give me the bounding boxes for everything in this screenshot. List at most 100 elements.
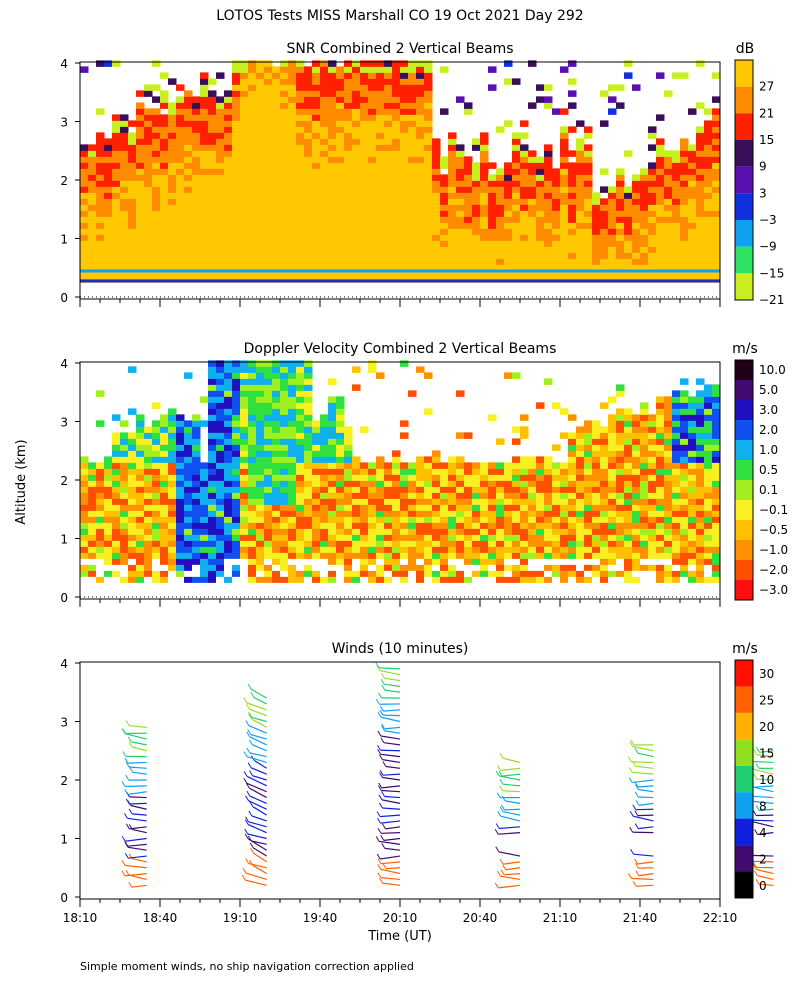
altitude-axis-label: Altitude (km) bbox=[14, 439, 29, 524]
doppler-cell bbox=[456, 522, 465, 529]
snr-cell bbox=[488, 174, 497, 181]
doppler-cell bbox=[296, 516, 305, 523]
doppler-cell bbox=[272, 414, 281, 421]
snr-cell bbox=[352, 90, 361, 97]
doppler-cell bbox=[384, 498, 393, 505]
snr-cell bbox=[248, 78, 257, 85]
snr-cell bbox=[352, 60, 361, 67]
snr-cell bbox=[280, 222, 289, 229]
doppler-cell bbox=[696, 486, 705, 493]
doppler-cell bbox=[448, 516, 457, 523]
doppler-cell bbox=[320, 420, 329, 427]
doppler-cell bbox=[344, 570, 353, 577]
snr-cell bbox=[448, 216, 457, 223]
snr-cell bbox=[408, 114, 417, 121]
doppler-cell bbox=[312, 558, 321, 565]
doppler-cell bbox=[312, 510, 321, 517]
doppler-cell bbox=[408, 480, 417, 487]
doppler-cell bbox=[200, 510, 209, 517]
doppler-cell bbox=[248, 576, 257, 583]
doppler-cell bbox=[552, 552, 561, 559]
doppler-cell bbox=[176, 546, 185, 553]
doppler-cell bbox=[376, 564, 385, 571]
doppler-cell bbox=[608, 510, 617, 517]
doppler-cell bbox=[608, 420, 617, 427]
doppler-cell bbox=[624, 468, 633, 475]
snr-cell bbox=[584, 168, 593, 175]
snr-cell bbox=[280, 234, 289, 241]
doppler-cell bbox=[560, 552, 569, 559]
snr-cell bbox=[696, 174, 705, 181]
snr-cell bbox=[240, 270, 249, 277]
snr-cell bbox=[520, 168, 529, 175]
doppler-cell bbox=[144, 474, 153, 481]
snr-cell bbox=[344, 156, 353, 163]
snr-cell bbox=[512, 228, 521, 235]
wind-barb bbox=[379, 670, 401, 676]
snr-cell bbox=[384, 162, 393, 169]
wind-barb bbox=[131, 741, 147, 746]
snr-cell bbox=[312, 186, 321, 193]
doppler-cell bbox=[680, 396, 689, 403]
snr-cell bbox=[408, 120, 417, 127]
doppler-cell bbox=[280, 420, 289, 427]
doppler-cell bbox=[272, 528, 281, 535]
snr-cell bbox=[320, 144, 329, 151]
snr-cell bbox=[176, 132, 185, 139]
doppler-cell bbox=[416, 540, 425, 547]
doppler-cell bbox=[552, 576, 561, 583]
snr-cell bbox=[160, 216, 169, 223]
doppler-cell bbox=[368, 546, 377, 553]
snr-cell bbox=[320, 210, 329, 217]
doppler-cell bbox=[208, 378, 217, 385]
snr-cell bbox=[184, 96, 193, 103]
snr-cell bbox=[144, 90, 153, 97]
doppler-panel: Doppler Velocity Combined 2 Vertical Bea… bbox=[60, 341, 788, 607]
snr-cell bbox=[312, 114, 321, 121]
doppler-cell bbox=[456, 534, 465, 541]
snr-cell bbox=[368, 258, 377, 265]
colorbar-swatch bbox=[735, 520, 753, 540]
snr-cell bbox=[88, 180, 97, 187]
snr-cell bbox=[616, 180, 625, 187]
snr-cell bbox=[176, 126, 185, 133]
snr-cell bbox=[432, 204, 441, 211]
doppler-cell bbox=[632, 510, 641, 517]
doppler-cell bbox=[632, 444, 641, 451]
colorbar-swatch bbox=[735, 560, 753, 580]
doppler-cell bbox=[280, 408, 289, 415]
doppler-cell bbox=[672, 486, 681, 493]
doppler-cell bbox=[592, 558, 601, 565]
snr-cell bbox=[408, 246, 417, 253]
doppler-cell bbox=[192, 516, 201, 523]
snr-cell bbox=[464, 210, 473, 217]
snr-cell bbox=[440, 66, 449, 73]
doppler-cell bbox=[144, 510, 153, 517]
doppler-cell bbox=[112, 444, 121, 451]
doppler-cell bbox=[616, 408, 625, 415]
doppler-cell bbox=[288, 480, 297, 487]
doppler-cell bbox=[200, 570, 209, 577]
snr-cell bbox=[96, 186, 105, 193]
doppler-cell bbox=[640, 414, 649, 421]
snr-cell bbox=[248, 228, 257, 235]
wind-barb-feather bbox=[502, 864, 507, 870]
doppler-cell bbox=[312, 450, 321, 457]
snr-cell bbox=[304, 90, 313, 97]
snr-cell bbox=[264, 90, 273, 97]
snr-cell bbox=[160, 156, 169, 163]
snr-cell bbox=[288, 120, 297, 127]
doppler-cell bbox=[584, 516, 593, 523]
snr-cell bbox=[312, 132, 321, 139]
snr-cell bbox=[344, 216, 353, 223]
doppler-cell bbox=[664, 438, 673, 445]
snr-cell bbox=[552, 222, 561, 229]
doppler-cell bbox=[288, 474, 297, 481]
doppler-cell bbox=[560, 576, 569, 583]
doppler-cell bbox=[552, 468, 561, 475]
colorbar-swatch bbox=[735, 380, 753, 400]
snr-cell bbox=[360, 174, 369, 181]
snr-cell bbox=[552, 258, 561, 265]
snr-cell bbox=[464, 252, 473, 259]
doppler-cell bbox=[80, 510, 89, 517]
